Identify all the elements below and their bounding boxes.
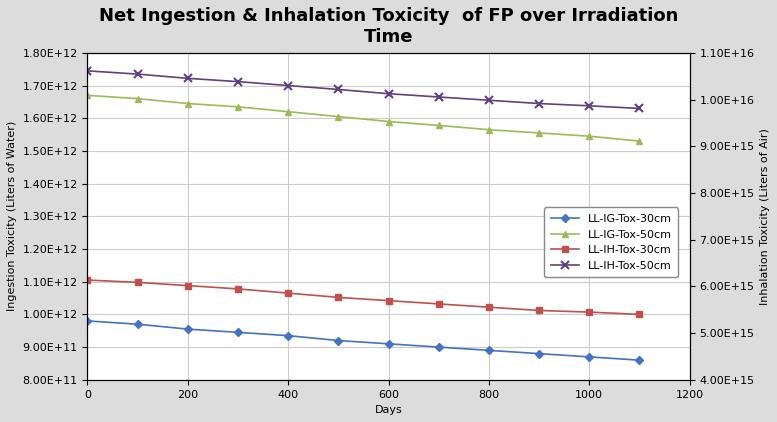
LL-IG-Tox-50cm <box>284 109 293 114</box>
LL-IG-Tox-50cm <box>584 134 594 139</box>
LL-IH-Tox-30cm <box>584 310 594 315</box>
Legend: LL-IG-Tox-30cm, LL-IG-Tox-50cm, LL-IH-Tox-30cm, LL-IH-Tox-50cm: LL-IG-Tox-30cm, LL-IG-Tox-50cm, LL-IH-To… <box>544 208 678 278</box>
LL-IG-Tox-30cm <box>635 357 644 362</box>
LL-IH-Tox-50cm <box>384 91 393 96</box>
LL-IG-Tox-30cm <box>284 333 293 338</box>
LL-IH-Tox-50cm <box>333 87 343 92</box>
LL-IH-Tox-50cm <box>484 98 493 103</box>
LL-IH-Tox-50cm <box>434 95 444 100</box>
Line: LL-IG-Tox-30cm: LL-IG-Tox-30cm <box>85 318 643 363</box>
LL-IH-Tox-50cm <box>183 76 193 81</box>
LL-IG-Tox-30cm <box>333 338 343 343</box>
LL-IH-Tox-30cm <box>233 287 242 292</box>
LL-IG-Tox-30cm <box>484 348 493 353</box>
LL-IH-Tox-30cm <box>384 298 393 303</box>
LL-IG-Tox-30cm <box>183 327 193 332</box>
LL-IH-Tox-30cm <box>484 305 493 310</box>
LL-IG-Tox-50cm <box>535 130 544 135</box>
LL-IH-Tox-30cm <box>83 278 92 283</box>
LL-IH-Tox-30cm <box>284 291 293 296</box>
LL-IG-Tox-30cm <box>133 322 142 327</box>
LL-IG-Tox-30cm <box>434 344 444 349</box>
LL-IG-Tox-30cm <box>535 351 544 356</box>
LL-IH-Tox-30cm <box>333 295 343 300</box>
LL-IG-Tox-50cm <box>333 114 343 119</box>
LL-IH-Tox-50cm <box>83 68 92 73</box>
LL-IG-Tox-50cm <box>434 123 444 128</box>
Y-axis label: Inhalation Toxicity (Liters of Air): Inhalation Toxicity (Liters of Air) <box>760 128 770 305</box>
LL-IG-Tox-50cm <box>83 93 92 98</box>
LL-IG-Tox-50cm <box>484 127 493 132</box>
Line: LL-IG-Tox-50cm: LL-IG-Tox-50cm <box>84 92 643 145</box>
LL-IG-Tox-50cm <box>233 104 242 109</box>
Title: Net Ingestion & Inhalation Toxicity  of FP over Irradiation
Time: Net Ingestion & Inhalation Toxicity of F… <box>99 7 678 46</box>
LL-IH-Tox-30cm <box>183 283 193 288</box>
LL-IH-Tox-50cm <box>284 83 293 88</box>
Line: LL-IH-Tox-50cm: LL-IH-Tox-50cm <box>83 67 643 113</box>
LL-IH-Tox-50cm <box>535 101 544 106</box>
Line: LL-IH-Tox-30cm: LL-IH-Tox-30cm <box>85 277 643 317</box>
X-axis label: Days: Days <box>375 405 402 415</box>
LL-IH-Tox-50cm <box>635 106 644 111</box>
LL-IG-Tox-30cm <box>384 341 393 346</box>
LL-IG-Tox-30cm <box>233 330 242 335</box>
LL-IG-Tox-50cm <box>183 101 193 106</box>
LL-IH-Tox-50cm <box>584 103 594 108</box>
Y-axis label: Ingestion Toxicity (Liters of Water): Ingestion Toxicity (Liters of Water) <box>7 121 17 311</box>
LL-IH-Tox-50cm <box>133 72 142 77</box>
LL-IH-Tox-30cm <box>535 308 544 313</box>
LL-IH-Tox-30cm <box>635 312 644 317</box>
LL-IG-Tox-50cm <box>635 138 644 143</box>
LL-IH-Tox-30cm <box>133 280 142 285</box>
LL-IH-Tox-50cm <box>233 79 242 84</box>
LL-IG-Tox-30cm <box>83 319 92 324</box>
LL-IG-Tox-50cm <box>384 119 393 124</box>
LL-IH-Tox-30cm <box>434 301 444 306</box>
LL-IG-Tox-50cm <box>133 96 142 101</box>
LL-IG-Tox-30cm <box>584 354 594 360</box>
